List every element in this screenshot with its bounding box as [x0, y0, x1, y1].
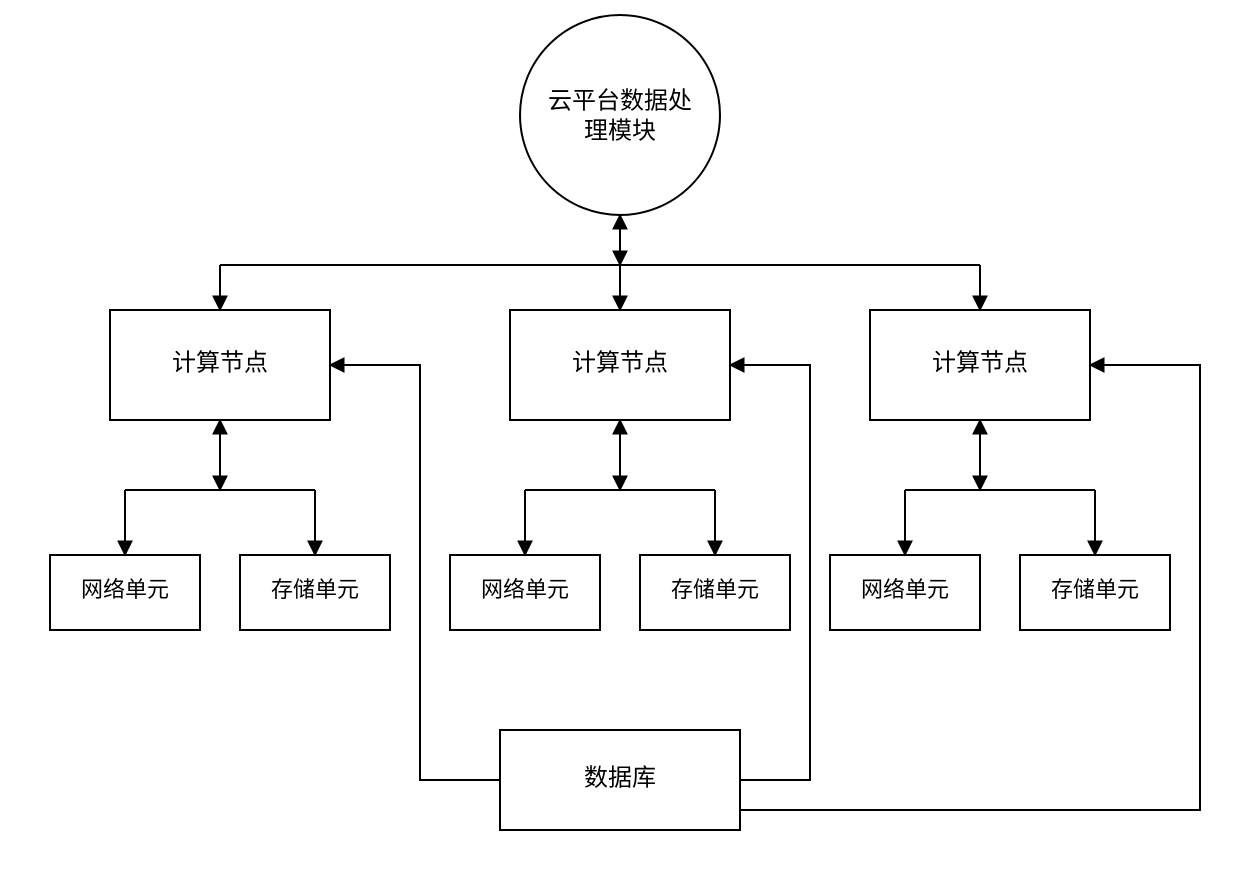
compute-node-3-label: 计算节点: [932, 350, 1028, 377]
compute-node-1-label: 计算节点: [172, 350, 268, 377]
compute-node-2-label: 计算节点: [572, 350, 668, 377]
network-unit-3-label: 网络单元: [861, 577, 949, 602]
cloud-platform-module: 云平台数据处 理模块: [520, 15, 720, 215]
compute-node-3: 计算节点: [870, 310, 1090, 420]
database: 数据库: [500, 730, 740, 830]
network-unit-1: 网络单元: [50, 555, 200, 630]
diagram-canvas: 云平台数据处 理模块 计算节点 计算节点 计算节点 网络单元 存储单元 网络单元…: [0, 0, 1240, 872]
network-unit-2: 网络单元: [450, 555, 600, 630]
edges-group: [125, 215, 1200, 810]
cloud-circle: [520, 15, 720, 215]
storage-unit-2-label: 存储单元: [671, 577, 759, 602]
cloud-label-line1: 云平台数据处: [548, 88, 692, 115]
compute-node-1: 计算节点: [110, 310, 330, 420]
cloud-label-line2: 理模块: [584, 118, 656, 145]
database-label: 数据库: [584, 765, 656, 792]
network-unit-3: 网络单元: [830, 555, 980, 630]
storage-unit-1: 存储单元: [240, 555, 390, 630]
network-unit-1-label: 网络单元: [81, 577, 169, 602]
compute-node-2: 计算节点: [510, 310, 730, 420]
network-unit-2-label: 网络单元: [481, 577, 569, 602]
storage-unit-1-label: 存储单元: [271, 577, 359, 602]
storage-unit-3-label: 存储单元: [1051, 577, 1139, 602]
storage-unit-2: 存储单元: [640, 555, 790, 630]
storage-unit-3: 存储单元: [1020, 555, 1170, 630]
